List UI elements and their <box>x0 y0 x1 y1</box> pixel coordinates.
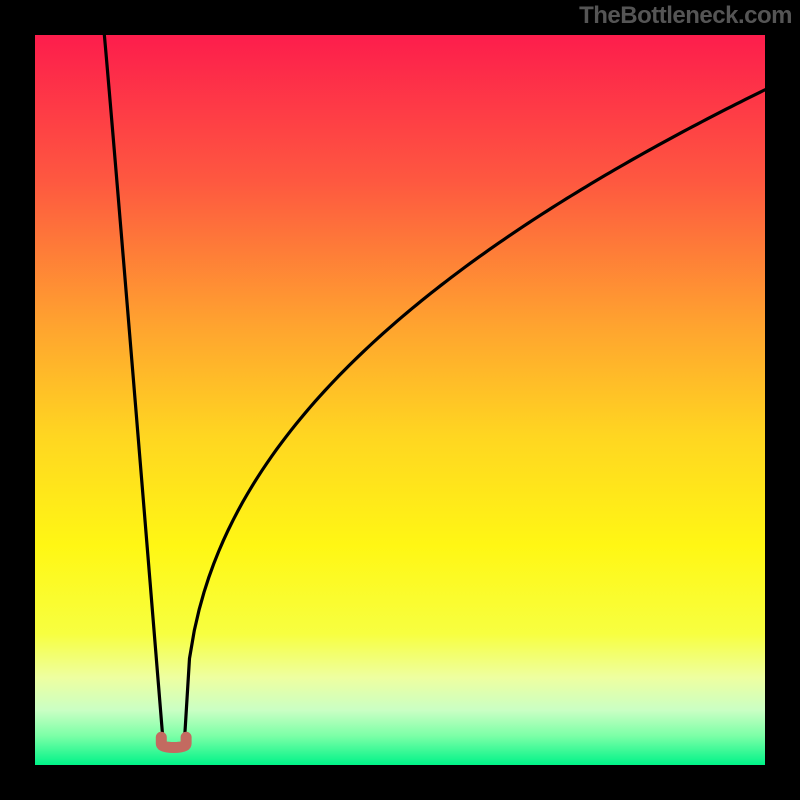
watermark-text: TheBottleneck.com <box>579 2 792 30</box>
gradient-background <box>35 35 765 765</box>
chart-svg <box>35 35 765 765</box>
figure-root: TheBottleneck.com <box>0 0 800 800</box>
plot-area <box>35 35 765 765</box>
